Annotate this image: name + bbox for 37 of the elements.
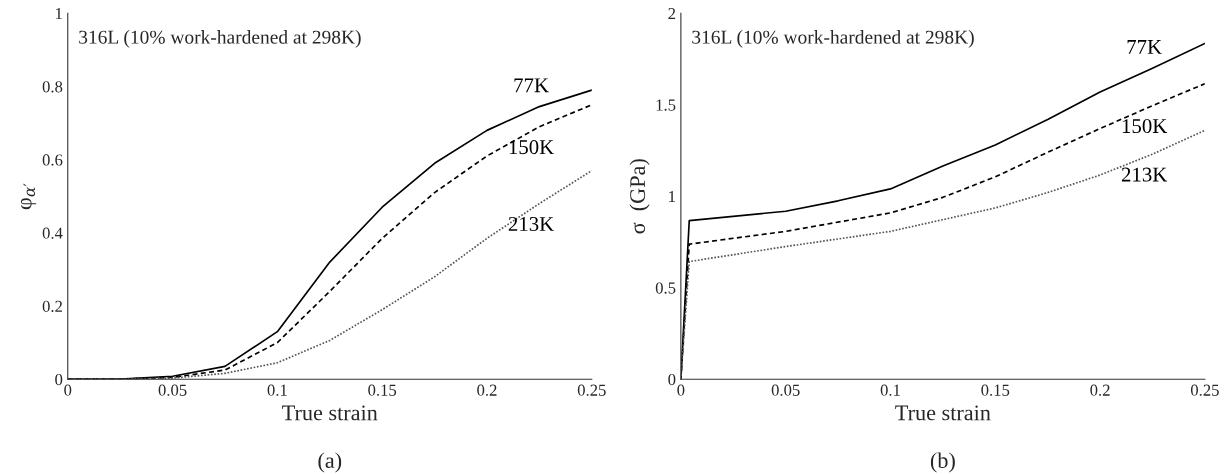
series-label: 150K: [509, 140, 554, 155]
x-tick-label: 0: [677, 384, 685, 396]
series-label: 213K: [508, 216, 554, 231]
y-tick-label: 0: [55, 373, 63, 386]
y-tick-label: 0.4: [42, 227, 63, 239]
annotation: 316L (10% work-hardened at 298K): [79, 30, 361, 48]
text: (b): [930, 452, 955, 473]
text: (a): [318, 452, 342, 473]
series-label: 213K: [1121, 167, 1168, 182]
series-label: 77K: [1127, 40, 1162, 54]
y-axis-title: σ (GPa): [629, 159, 650, 234]
x-tick-label: 0: [64, 384, 72, 396]
y-tick-label: 1: [669, 191, 676, 203]
y-tick-label: 0.2: [42, 300, 62, 313]
x-tick-label: 0.15: [981, 384, 1010, 396]
y-tick-label: 1: [56, 8, 62, 20]
series-label: 77K: [514, 78, 549, 93]
x-tick-label: 0.05: [158, 384, 187, 396]
series-label: 150K: [1122, 119, 1168, 134]
x-axis-title: True strain: [282, 405, 378, 421]
x-tick-label: 0.1: [267, 384, 287, 396]
y-tick-label: 0.6: [42, 154, 63, 166]
x-tick-label: 0.15: [368, 384, 397, 396]
y-tick-label: 0.8: [42, 81, 63, 93]
annotation: 316L (10% work-hardened at 298K): [692, 30, 974, 48]
x-tick-label: 0.1: [880, 384, 900, 396]
x-tick-label: 0.25: [577, 384, 606, 396]
y-axis-title: φ$_{α′}$: [20, 183, 37, 210]
y-tick-label: 0: [668, 373, 676, 386]
y-tick-label: 1.5: [656, 99, 676, 111]
x-tick-label: 0.2: [477, 384, 497, 396]
x-tick-label: 0.05: [771, 384, 800, 396]
y-tick-label: 2: [668, 8, 676, 20]
x-axis-title: True strain: [895, 405, 991, 421]
x-tick-label: 0.2: [1090, 384, 1110, 396]
y-tick-label: 0.5: [655, 282, 676, 294]
x-tick-label: 0.25: [1190, 384, 1219, 396]
